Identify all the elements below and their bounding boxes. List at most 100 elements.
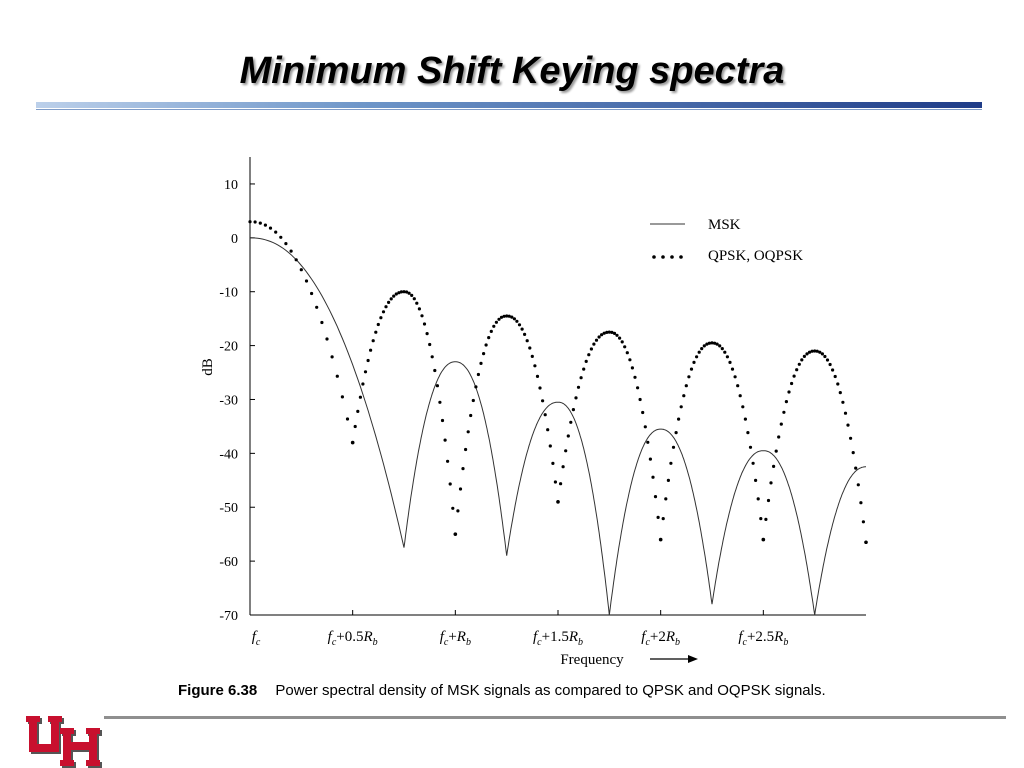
qpsk-point [836,382,840,386]
x-tick-label: fc+Rb [440,629,471,648]
y-tick-label: -40 [219,447,238,462]
qpsk-point [253,220,257,224]
qpsk-point [320,320,324,325]
qpsk-point [284,242,288,246]
qpsk-point [376,322,380,327]
qpsk-point [820,352,825,356]
qpsk-point [625,351,629,355]
qpsk-point [405,290,409,294]
qpsk-point [361,382,365,386]
qpsk-point [838,391,842,395]
qpsk-point [428,342,432,347]
qpsk-point [738,394,742,398]
qpsk-point [766,498,771,503]
qpsk-point [636,386,640,390]
qpsk-point [497,317,501,321]
qpsk-point [618,336,622,340]
qpsk-point [464,447,468,452]
qpsk-point [582,367,586,371]
legend-qpsk-label: QPSK, OQPSK [708,248,803,264]
qpsk-point [484,343,488,347]
qpsk-point [802,354,807,358]
qpsk-point [579,376,583,380]
qpsk-point [299,268,303,272]
psd-chart: 10 0 -10 -20 -30 -40 -50 -60 -70 fc fc+0.5Rb fc+Rb… [200,157,868,668]
qpsk-point [438,400,442,404]
qpsk-point [420,314,424,318]
qpsk-point [476,372,480,377]
qpsk-point [741,405,745,409]
slide-title: Minimum Shift Keying spectra [239,50,785,92]
qpsk-point [646,440,650,444]
qpsk-point [790,381,794,386]
qpsk-point [695,355,699,359]
qpsk-point [633,375,637,379]
qpsk-point [723,350,727,354]
series-qpsk-oqpsk [248,220,868,545]
qpsk-point [479,361,483,365]
qpsk-point [371,339,375,343]
qpsk-point [433,368,437,373]
figure-number: Figure 6.38 [178,682,258,699]
qpsk-point [448,482,452,486]
msk-curve [249,237,866,616]
qpsk-point [661,517,665,521]
qpsk-point [569,420,573,424]
qpsk-point [638,397,642,402]
qpsk-point [458,487,463,491]
legend-qpsk-swatch [652,255,656,259]
qpsk-point [730,367,735,371]
legend-qpsk-swatch [661,255,665,259]
qpsk-point [425,332,429,336]
legend-qpsk-swatch [670,255,674,259]
qpsk-point [713,341,717,345]
qpsk-point [274,230,278,234]
x-axis-label: Frequency [560,652,624,668]
qpsk-point [630,366,634,370]
qpsk-point [340,395,344,399]
qpsk-point [466,430,470,434]
qpsk-point [422,322,427,326]
qpsk-point [797,362,801,366]
y-tick-label: -20 [219,340,238,355]
qpsk-point [505,314,509,318]
qpsk-point [602,331,606,335]
qpsk-point [571,408,575,412]
qpsk-point [725,355,730,359]
x-axis-ticks: fc fc+0.5Rb fc+Rb fc+1.5Rb fc+2Rb fc+2.5Rb [249,610,788,648]
x-axis-arrow [650,655,698,663]
qpsk-point [461,467,465,471]
qpsk-point [669,461,673,465]
qpsk-point [533,364,537,368]
qpsk-point [733,375,737,379]
qpsk-point [587,353,591,357]
legend-msk-label: MSK [708,217,741,233]
qpsk-point [720,347,724,351]
qpsk-point [692,360,696,364]
qpsk-point [387,300,391,304]
qpsk-point [754,478,758,482]
qpsk-point [854,466,858,470]
qpsk-point [656,515,660,519]
qpsk-point [774,449,778,453]
qpsk-point [315,305,319,309]
qpsk-point [677,417,681,421]
qpsk-point [682,394,686,398]
qpsk-point [628,358,632,362]
qpsk-point [705,342,709,346]
chart-legend: MSK QPSK, OQPSK [650,217,803,264]
y-tick-label: 0 [231,232,238,247]
qpsk-point [841,400,845,404]
qpsk-point [592,342,596,346]
qpsk-point [707,341,712,345]
y-axis-label: dB [200,358,216,376]
qpsk-point [743,417,748,421]
qpsk-point [248,220,252,224]
qpsk-point [353,424,357,429]
qpsk-point [823,354,827,359]
qpsk-point [525,339,529,343]
qpsk-point [397,291,401,295]
x-tick-label: fc+0.5Rb [328,629,378,648]
qpsk-point [746,431,750,435]
footer-divider [104,716,1006,719]
